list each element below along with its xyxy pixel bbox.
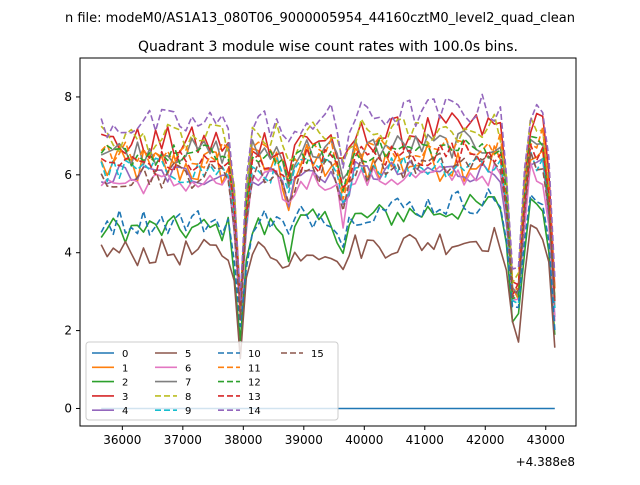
legend-label: 9 bbox=[185, 406, 191, 417]
series-line-9 bbox=[100, 150, 556, 309]
x-tick-label: 38000 bbox=[224, 433, 262, 447]
y-axis: 0 2 4 6 8 bbox=[64, 90, 80, 415]
y-tick-label: 6 bbox=[64, 168, 72, 182]
series-line-5 bbox=[100, 224, 556, 360]
legend-label: 8 bbox=[185, 392, 191, 403]
series-line-8 bbox=[100, 113, 556, 304]
y-tick-label: 4 bbox=[64, 246, 72, 260]
series-line-12 bbox=[100, 135, 556, 300]
legend-box bbox=[85, 341, 339, 421]
y-tick-label: 8 bbox=[64, 90, 72, 104]
legend-label: 15 bbox=[311, 349, 324, 360]
legend-label: 7 bbox=[185, 378, 191, 389]
legend-label: 3 bbox=[122, 392, 128, 403]
x-tick-label: 42000 bbox=[466, 433, 504, 447]
x-tick-label: 41000 bbox=[406, 433, 444, 447]
series-line-6 bbox=[100, 162, 556, 322]
legend-label: 5 bbox=[185, 349, 191, 360]
legend-label: 1 bbox=[122, 363, 128, 374]
legend-label: 12 bbox=[248, 378, 261, 389]
legend-label: 2 bbox=[122, 378, 128, 389]
series-layer bbox=[100, 93, 556, 410]
x-tick-label: 39000 bbox=[285, 433, 323, 447]
series-line-4 bbox=[100, 157, 556, 318]
legend-label: 4 bbox=[122, 406, 128, 417]
chart-suptitle: n file: modeM0/AS1A13_080T06_9000005954_… bbox=[65, 11, 575, 26]
series-line-11 bbox=[100, 126, 556, 315]
x-tick-label: 40000 bbox=[345, 433, 383, 447]
x-tick-label: 43000 bbox=[527, 433, 565, 447]
chart-title: Quadrant 3 module wise count rates with … bbox=[138, 39, 518, 55]
legend-label: 0 bbox=[122, 349, 128, 360]
series-line-10 bbox=[100, 188, 556, 331]
legend-label: 14 bbox=[248, 406, 261, 417]
x-offset-label: +4.388e8 bbox=[516, 455, 575, 469]
legend-label: 10 bbox=[248, 349, 261, 360]
legend-label: 11 bbox=[248, 363, 261, 374]
y-tick-label: 0 bbox=[64, 401, 72, 415]
legend-label: 6 bbox=[185, 363, 191, 374]
y-tick-label: 2 bbox=[64, 324, 72, 338]
series-line-2 bbox=[100, 193, 556, 342]
series-line-13 bbox=[100, 140, 556, 306]
legend-label: 13 bbox=[248, 392, 261, 403]
series-line-7 bbox=[100, 130, 556, 311]
x-axis: 36000 37000 38000 39000 40000 41000 42000 43000 bbox=[103, 426, 565, 447]
x-tick-label: 36000 bbox=[103, 433, 141, 447]
x-tick-label: 37000 bbox=[164, 433, 202, 447]
plot-frame bbox=[79, 57, 577, 427]
series-line-14 bbox=[100, 93, 556, 302]
